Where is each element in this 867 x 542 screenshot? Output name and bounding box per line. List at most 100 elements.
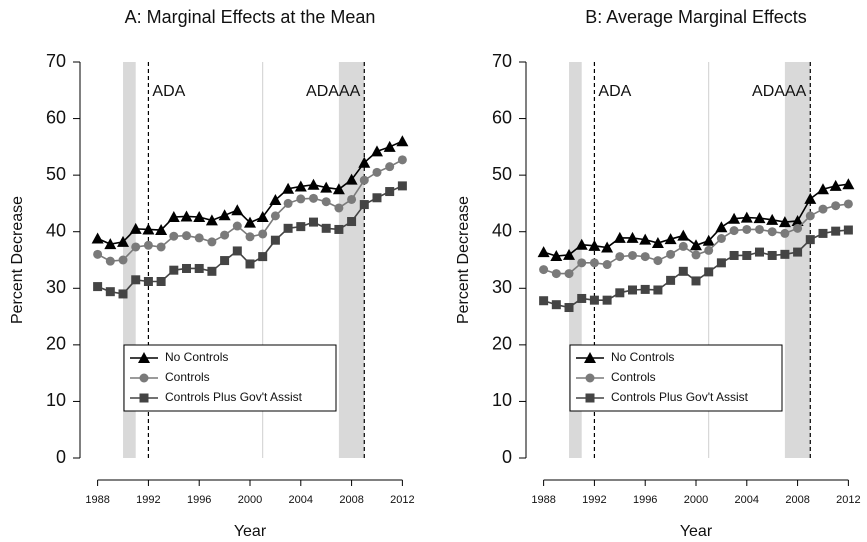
marker bbox=[218, 209, 231, 221]
marker bbox=[804, 192, 817, 204]
marker bbox=[244, 216, 256, 228]
marker bbox=[232, 221, 242, 231]
marker bbox=[131, 242, 141, 252]
legend-label: Controls Plus Gov't Assist bbox=[611, 390, 749, 404]
x-tick-label: 2000 bbox=[238, 494, 262, 506]
marker bbox=[308, 193, 318, 203]
marker bbox=[180, 210, 193, 222]
x-tick-label: 1996 bbox=[187, 494, 211, 506]
marker bbox=[805, 235, 815, 245]
y-tick-label: 40 bbox=[46, 220, 66, 240]
marker bbox=[385, 162, 395, 172]
marker bbox=[585, 373, 595, 383]
event-label: ADA bbox=[598, 83, 631, 100]
marker bbox=[585, 393, 595, 403]
marker bbox=[193, 211, 206, 223]
marker bbox=[754, 247, 764, 257]
marker bbox=[551, 269, 561, 279]
y-tick-label: 50 bbox=[46, 164, 66, 184]
marker bbox=[791, 214, 804, 226]
marker bbox=[767, 250, 777, 260]
marker bbox=[588, 239, 601, 251]
marker bbox=[370, 145, 383, 157]
marker bbox=[156, 276, 166, 286]
marker bbox=[105, 287, 115, 297]
marker bbox=[666, 249, 676, 259]
marker bbox=[589, 295, 599, 305]
marker bbox=[691, 250, 701, 260]
marker bbox=[704, 267, 714, 277]
marker bbox=[143, 240, 153, 250]
panel-title: A: Marginal Effects at the Mean bbox=[125, 7, 376, 27]
marker bbox=[564, 269, 574, 279]
marker bbox=[729, 250, 739, 260]
marker bbox=[767, 227, 777, 237]
y-tick-label: 50 bbox=[492, 164, 512, 184]
x-tick-label: 2008 bbox=[339, 494, 363, 506]
marker bbox=[104, 238, 117, 250]
marker bbox=[575, 238, 588, 250]
x-tick-label: 2008 bbox=[785, 494, 809, 506]
marker bbox=[829, 179, 842, 191]
marker bbox=[169, 265, 179, 275]
marker bbox=[397, 155, 407, 165]
marker bbox=[205, 214, 218, 226]
x-axis-label: Year bbox=[680, 523, 713, 540]
marker bbox=[372, 193, 382, 203]
legend-label: No Controls bbox=[611, 350, 674, 364]
marker bbox=[93, 249, 103, 259]
marker bbox=[358, 156, 371, 168]
marker bbox=[385, 187, 395, 197]
marker bbox=[182, 263, 192, 273]
marker bbox=[270, 211, 280, 221]
x-tick-label: 1992 bbox=[582, 494, 606, 506]
marker bbox=[194, 233, 204, 243]
legend-label: Controls bbox=[165, 370, 210, 384]
x-tick-label: 2012 bbox=[836, 494, 860, 506]
marker bbox=[602, 295, 612, 305]
marker bbox=[167, 211, 180, 223]
legend-box bbox=[569, 344, 783, 412]
marker bbox=[156, 242, 166, 252]
marker bbox=[766, 213, 779, 225]
marker bbox=[138, 352, 150, 363]
marker bbox=[296, 194, 306, 204]
shaded-region bbox=[338, 62, 365, 458]
marker bbox=[628, 250, 638, 260]
marker bbox=[308, 217, 318, 227]
marker bbox=[690, 239, 702, 251]
marker bbox=[843, 225, 853, 235]
marker bbox=[831, 201, 841, 211]
y-tick-label: 70 bbox=[46, 51, 66, 71]
marker bbox=[793, 247, 803, 257]
marker bbox=[396, 135, 409, 147]
marker bbox=[139, 373, 149, 383]
event-label: ADAAA bbox=[752, 83, 807, 100]
marker bbox=[615, 288, 625, 298]
marker bbox=[551, 300, 561, 310]
marker bbox=[105, 256, 115, 266]
marker bbox=[831, 226, 841, 236]
marker bbox=[651, 237, 664, 249]
event-label: ADAAA bbox=[306, 83, 361, 100]
marker bbox=[843, 199, 853, 209]
marker bbox=[740, 211, 753, 223]
x-tick-label: 1992 bbox=[136, 494, 160, 506]
marker bbox=[653, 256, 663, 266]
marker bbox=[539, 296, 549, 306]
marker bbox=[207, 266, 217, 276]
marker bbox=[294, 180, 307, 192]
marker bbox=[577, 258, 587, 268]
marker bbox=[345, 173, 358, 185]
marker bbox=[677, 229, 690, 241]
marker bbox=[118, 255, 128, 265]
y-axis-label: Percent Decrease bbox=[9, 196, 26, 324]
marker bbox=[347, 217, 357, 227]
marker bbox=[91, 232, 104, 244]
y-tick-label: 70 bbox=[492, 51, 512, 71]
marker bbox=[753, 212, 766, 224]
marker bbox=[805, 211, 815, 221]
legend-label: Controls bbox=[611, 370, 656, 384]
marker bbox=[754, 224, 764, 234]
